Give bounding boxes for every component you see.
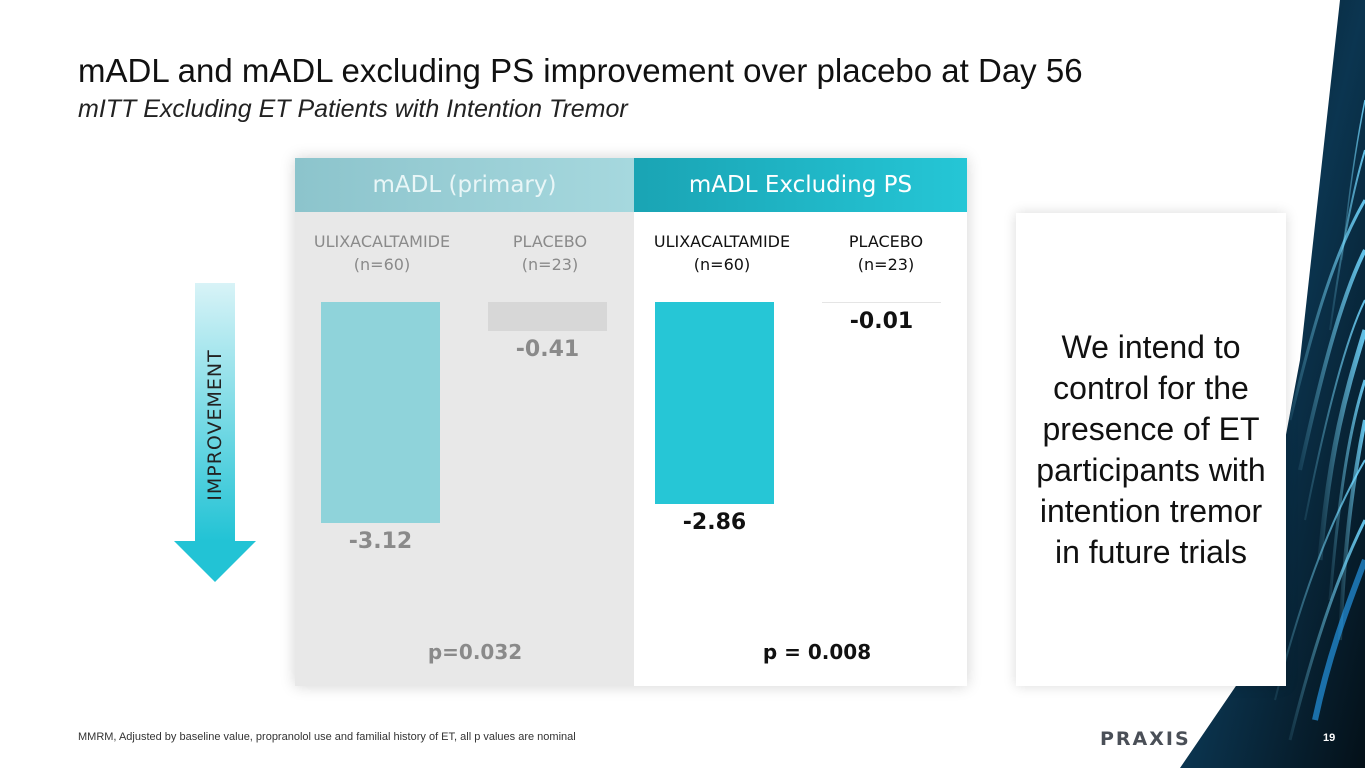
fiber-optic-background (1180, 0, 1365, 768)
chart-title-excluding-ps: mADL Excluding PS (634, 158, 967, 212)
data-label: -0.01 (849, 309, 914, 334)
note-box: We intend to control for the presence of… (1016, 213, 1286, 686)
praxis-logo: PRAXIS (1100, 728, 1191, 750)
data-label: -0.41 (515, 337, 580, 363)
footnote: MMRM, Adjusted by baseline value, propra… (78, 731, 576, 743)
category-label: ULIXACALTAMIDE (n=60) (640, 230, 804, 276)
slide-subtitle: mITT Excluding ET Patients with Intentio… (78, 95, 628, 123)
category-name: ULIXACALTAMIDE (313, 232, 451, 251)
data-label: -3.12 (348, 528, 413, 554)
p-value-primary: p=0.032 (427, 640, 523, 664)
note-text: We intend to control for the presence of… (1036, 328, 1266, 570)
bar-placebo-madl-excl-ps (822, 302, 941, 303)
improvement-arrow-icon (174, 283, 256, 582)
data-label: -2.86 (682, 510, 747, 536)
category-n: (n=60) (693, 255, 751, 274)
category-name: ULIXACALTAMIDE (653, 232, 791, 251)
bar-ulixacaltamide-madl (321, 302, 440, 523)
category-name: PLACEBO (512, 232, 588, 251)
category-label: PLACEBO (n=23) (804, 230, 968, 276)
category-n: (n=23) (521, 255, 579, 274)
bar-placebo-madl (488, 302, 607, 332)
category-label: PLACEBO (n=23) (468, 230, 632, 276)
category-n: (n=60) (353, 255, 411, 274)
p-value-excluding-ps: p = 0.008 (762, 640, 872, 664)
slide-title: mADL and mADL excluding PS improvement o… (78, 52, 1083, 89)
category-name: PLACEBO (848, 232, 924, 251)
category-n: (n=23) (857, 255, 915, 274)
arrow-label: IMPROVEMENT (204, 349, 226, 501)
category-label: ULIXACALTAMIDE (n=60) (300, 230, 464, 276)
page-number: 19 (1323, 732, 1336, 744)
chart-title-primary: mADL (primary) (295, 158, 634, 212)
bar-ulixacaltamide-madl-excl-ps (655, 302, 774, 505)
